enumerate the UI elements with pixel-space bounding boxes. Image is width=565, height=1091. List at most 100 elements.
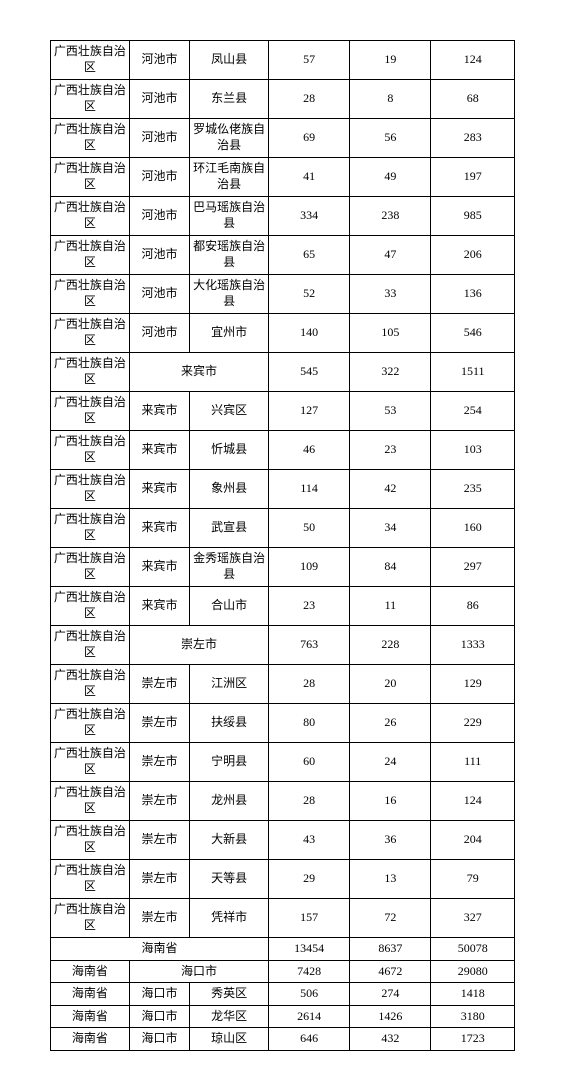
cell: 海南省 <box>51 938 269 961</box>
cell: 广西壮族自治区 <box>51 197 130 236</box>
cell: 广西壮族自治区 <box>51 860 130 899</box>
cell: 来宾市 <box>129 392 189 431</box>
cell: 84 <box>350 548 431 587</box>
cell: 海南省 <box>51 960 130 983</box>
cell: 111 <box>431 743 515 782</box>
cell: 283 <box>431 119 515 158</box>
cell: 广西壮族自治区 <box>51 470 130 509</box>
cell: 广西壮族自治区 <box>51 314 130 353</box>
cell: 琼山区 <box>190 1028 269 1051</box>
cell: 崇左市 <box>129 782 189 821</box>
cell: 宜州市 <box>190 314 269 353</box>
table-row: 广西壮族自治区来宾市武宣县5034160 <box>51 509 515 548</box>
cell: 46 <box>269 431 350 470</box>
cell: 崇左市 <box>129 704 189 743</box>
cell: 238 <box>350 197 431 236</box>
cell: 崇左市 <box>129 821 189 860</box>
cell: 24 <box>350 743 431 782</box>
cell: 忻城县 <box>190 431 269 470</box>
cell: 985 <box>431 197 515 236</box>
cell: 297 <box>431 548 515 587</box>
cell: 1511 <box>431 353 515 392</box>
cell: 545 <box>269 353 350 392</box>
cell: 20 <box>350 665 431 704</box>
cell: 65 <box>269 236 350 275</box>
cell: 广西壮族自治区 <box>51 587 130 626</box>
cell: 河池市 <box>129 158 189 197</box>
cell: 109 <box>269 548 350 587</box>
cell: 海口市 <box>129 1028 189 1051</box>
cell: 武宣县 <box>190 509 269 548</box>
cell: 79 <box>431 860 515 899</box>
table-row: 广西壮族自治区来宾市5453221511 <box>51 353 515 392</box>
cell: 罗城仫佬族自治县 <box>190 119 269 158</box>
cell: 157 <box>269 899 350 938</box>
cell: 广西壮族自治区 <box>51 275 130 314</box>
cell: 海口市 <box>129 960 268 983</box>
cell: 52 <box>269 275 350 314</box>
table-row: 广西壮族自治区河池市罗城仫佬族自治县6956283 <box>51 119 515 158</box>
cell: 129 <box>431 665 515 704</box>
cell: 海口市 <box>129 983 189 1006</box>
cell: 江洲区 <box>190 665 269 704</box>
cell: 8 <box>350 80 431 119</box>
cell: 69 <box>269 119 350 158</box>
table-row: 广西壮族自治区崇左市7632281333 <box>51 626 515 665</box>
cell: 海口市 <box>129 1005 189 1028</box>
cell: 72 <box>350 899 431 938</box>
cell: 274 <box>350 983 431 1006</box>
table-row: 广西壮族自治区河池市凤山县5719124 <box>51 41 515 80</box>
cell: 广西壮族自治区 <box>51 509 130 548</box>
cell: 都安瑶族自治县 <box>190 236 269 275</box>
cell: 136 <box>431 275 515 314</box>
cell: 546 <box>431 314 515 353</box>
table-row: 广西壮族自治区来宾市兴宾区12753254 <box>51 392 515 431</box>
cell: 扶绥县 <box>190 704 269 743</box>
cell: 86 <box>431 587 515 626</box>
table-row: 广西壮族自治区河池市东兰县28868 <box>51 80 515 119</box>
cell: 广西壮族自治区 <box>51 782 130 821</box>
cell: 广西壮族自治区 <box>51 665 130 704</box>
cell: 47 <box>350 236 431 275</box>
cell: 127 <box>269 392 350 431</box>
cell: 11 <box>350 587 431 626</box>
table-row: 广西壮族自治区崇左市龙州县2816124 <box>51 782 515 821</box>
cell: 来宾市 <box>129 470 189 509</box>
cell: 57 <box>269 41 350 80</box>
cell: 环江毛南族自治县 <box>190 158 269 197</box>
cell: 象州县 <box>190 470 269 509</box>
table-row: 广西壮族自治区来宾市金秀瑶族自治县10984297 <box>51 548 515 587</box>
cell: 41 <box>269 158 350 197</box>
cell: 28 <box>269 665 350 704</box>
cell: 28 <box>269 80 350 119</box>
cell: 广西壮族自治区 <box>51 548 130 587</box>
table-row: 广西壮族自治区来宾市象州县11442235 <box>51 470 515 509</box>
cell: 19 <box>350 41 431 80</box>
cell: 凤山县 <box>190 41 269 80</box>
cell: 105 <box>350 314 431 353</box>
cell: 来宾市 <box>129 548 189 587</box>
table-row: 广西壮族自治区崇左市天等县291379 <box>51 860 515 899</box>
cell: 206 <box>431 236 515 275</box>
cell: 1723 <box>431 1028 515 1051</box>
cell: 763 <box>269 626 350 665</box>
cell: 金秀瑶族自治县 <box>190 548 269 587</box>
cell: 80 <box>269 704 350 743</box>
cell: 广西壮族自治区 <box>51 743 130 782</box>
cell: 28 <box>269 782 350 821</box>
cell: 广西壮族自治区 <box>51 236 130 275</box>
cell: 49 <box>350 158 431 197</box>
cell: 龙华区 <box>190 1005 269 1028</box>
cell: 36 <box>350 821 431 860</box>
cell: 秀英区 <box>190 983 269 1006</box>
cell: 506 <box>269 983 350 1006</box>
cell: 海南省 <box>51 1005 130 1028</box>
table-row: 海南省海口市秀英区5062741418 <box>51 983 515 1006</box>
cell: 23 <box>350 431 431 470</box>
cell: 33 <box>350 275 431 314</box>
cell: 广西壮族自治区 <box>51 80 130 119</box>
table-row: 广西壮族自治区来宾市合山市231186 <box>51 587 515 626</box>
table-row: 广西壮族自治区崇左市凭祥市15772327 <box>51 899 515 938</box>
cell: 1418 <box>431 983 515 1006</box>
cell: 河池市 <box>129 41 189 80</box>
